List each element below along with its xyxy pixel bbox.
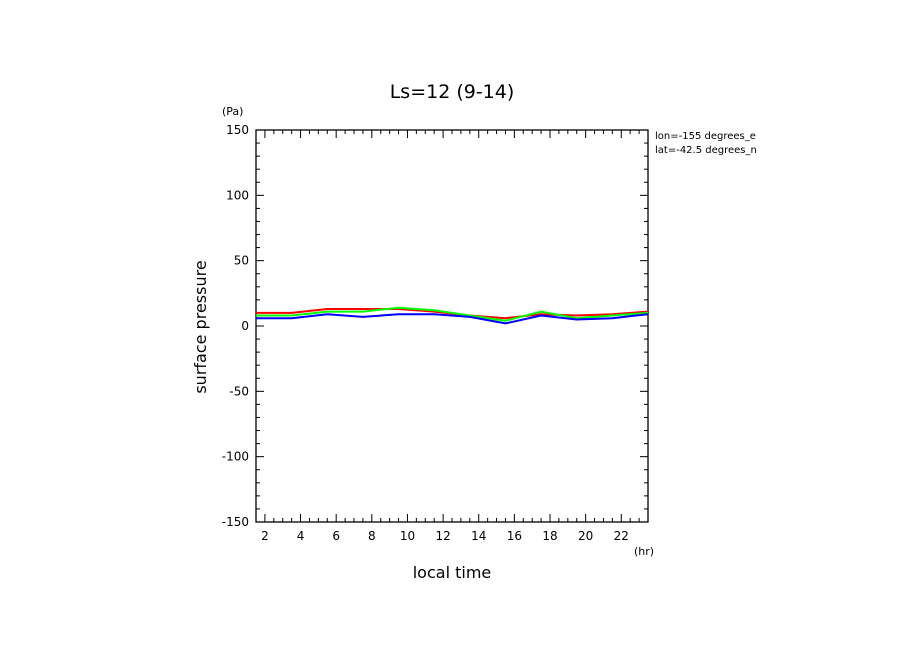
x-tick-label: 16: [507, 529, 522, 543]
series-line-green: [256, 306, 649, 322]
y-tick-label: 150: [226, 123, 249, 137]
x-tick-label: 18: [542, 529, 557, 543]
x-tick-label: 10: [400, 529, 415, 543]
y-unit-label: (Pa): [222, 105, 243, 118]
y-tick-label: 50: [234, 254, 249, 268]
x-unit-label: (hr): [634, 545, 654, 558]
x-tick-label: 14: [471, 529, 486, 543]
y-tick-label: -100: [222, 450, 249, 464]
x-tick-label: 4: [297, 529, 305, 543]
x-axis-label: local time: [413, 563, 492, 582]
y-tick-label: 0: [241, 319, 249, 333]
y-tick-label: -150: [222, 515, 249, 529]
x-tick-label: 22: [614, 529, 629, 543]
x-tick-label: 20: [578, 529, 593, 543]
x-tick-label: 12: [435, 529, 450, 543]
chart-title: Ls=12 (9-14): [390, 81, 515, 103]
annotation-lat: lat=-42.5 degrees_n: [655, 145, 757, 156]
annotation-lon: lon=-155 degrees_e: [655, 131, 756, 142]
y-tick-label: -50: [229, 384, 249, 398]
plot-area: -150 -100 -50 0 50 100 150 2 4 6 8 10 12 14 16 18 20 22: [222, 123, 649, 543]
y-axis-label: surface pressure: [191, 260, 210, 393]
plot-frame: [255, 129, 649, 523]
series-line-blue: [256, 313, 649, 325]
x-tick-label: 8: [368, 529, 376, 543]
y-tick-label: 100: [226, 188, 249, 202]
x-tick-label: 6: [332, 529, 340, 543]
x-tick-label: 2: [261, 529, 269, 543]
